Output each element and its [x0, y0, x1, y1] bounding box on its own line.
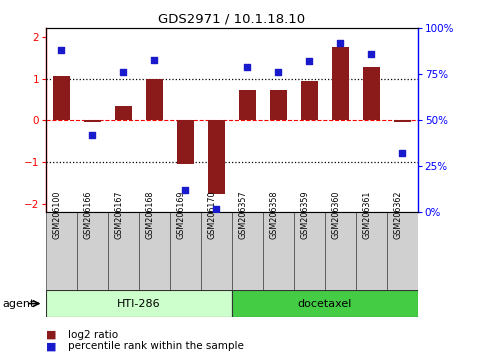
Text: percentile rank within the sample: percentile rank within the sample [68, 341, 243, 351]
Bar [108, 212, 139, 290]
Point [398, 151, 406, 156]
Text: GSM206358: GSM206358 [270, 190, 278, 239]
Text: agent: agent [2, 298, 35, 309]
Bar [387, 212, 418, 290]
Bar [177, 120, 194, 164]
Text: GSM206166: GSM206166 [84, 190, 92, 239]
Bar [294, 212, 325, 290]
Bar [208, 120, 225, 194]
Bar [115, 106, 132, 120]
Text: docetaxel: docetaxel [298, 298, 352, 309]
Text: GSM206360: GSM206360 [331, 190, 341, 239]
Text: GSM206170: GSM206170 [207, 190, 216, 239]
Point [368, 51, 375, 57]
Bar [394, 120, 411, 122]
Point [182, 188, 189, 193]
Text: GSM206359: GSM206359 [300, 190, 309, 239]
Text: ■: ■ [46, 330, 57, 339]
Bar [170, 212, 201, 290]
Text: GSM206169: GSM206169 [176, 190, 185, 239]
Text: GSM206167: GSM206167 [114, 190, 123, 239]
Bar [139, 212, 170, 290]
Point [243, 64, 251, 70]
Text: GSM206361: GSM206361 [362, 190, 371, 239]
Text: ■: ■ [46, 341, 57, 351]
Point [305, 59, 313, 64]
Point [151, 57, 158, 62]
Bar [77, 212, 108, 290]
Bar [201, 212, 232, 290]
Bar [263, 212, 294, 290]
Point [337, 40, 344, 46]
Bar [325, 212, 356, 290]
Text: GSM206100: GSM206100 [52, 190, 61, 239]
Text: log2 ratio: log2 ratio [68, 330, 118, 339]
Point [57, 47, 65, 53]
Bar [46, 212, 77, 290]
Point [88, 132, 96, 138]
Bar [270, 90, 287, 120]
Bar [84, 120, 101, 122]
Point [274, 70, 282, 75]
Text: GDS2971 / 10.1.18.10: GDS2971 / 10.1.18.10 [158, 12, 305, 25]
Text: HTI-286: HTI-286 [117, 298, 161, 309]
Text: GSM206362: GSM206362 [393, 190, 402, 239]
Point [119, 70, 127, 75]
Bar [363, 67, 380, 120]
Bar [332, 47, 349, 120]
Text: GSM206168: GSM206168 [145, 190, 155, 239]
Bar [232, 290, 418, 317]
Bar [53, 76, 70, 120]
Point [213, 206, 220, 212]
Bar [356, 212, 387, 290]
Text: GSM206357: GSM206357 [238, 190, 247, 239]
Bar [146, 79, 163, 120]
Bar [301, 81, 318, 120]
Bar [239, 90, 256, 120]
Bar [232, 212, 263, 290]
Bar [46, 290, 232, 317]
